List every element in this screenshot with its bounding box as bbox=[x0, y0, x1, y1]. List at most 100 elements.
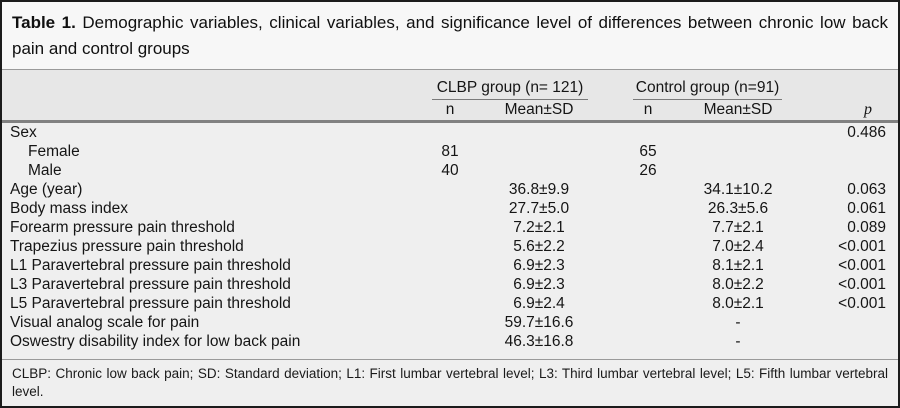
row-label: Visual analog scale for pain bbox=[10, 314, 200, 331]
clbp-mean-sd-value bbox=[470, 142, 608, 161]
control-group-header: Control group (n=91) bbox=[633, 79, 783, 100]
clbp-group-header: CLBP group (n= 121) bbox=[432, 79, 589, 100]
table-caption: Table 1. Demographic variables, clinical… bbox=[2, 2, 898, 70]
clbp-mean-sd-value bbox=[470, 161, 608, 180]
row-label: Male bbox=[28, 162, 62, 179]
control-mean-sd-value: 8.0±2.1 bbox=[712, 295, 764, 312]
p-value bbox=[788, 161, 898, 180]
control-mean-sd-value bbox=[688, 122, 788, 143]
demographics-table: CLBP group (n= 121) Control group (n=91)… bbox=[2, 70, 898, 351]
p-value: 0.063 bbox=[847, 181, 887, 198]
clbp-n-value bbox=[430, 294, 470, 313]
clbp-mean-sd-value: 27.7±5.0 bbox=[508, 200, 570, 217]
table-row: Age (year) 36.8±9.9 34.1±10.2 0.063 bbox=[2, 180, 898, 199]
clbp-n-value bbox=[430, 199, 470, 218]
table-row: Sex 0.486 bbox=[2, 122, 898, 143]
clbp-n-header: n bbox=[430, 100, 470, 123]
row-label: L5 Paravertebral pressure pain threshold bbox=[10, 295, 291, 312]
p-value: <0.001 bbox=[838, 276, 887, 293]
p-value: 0.089 bbox=[847, 219, 887, 236]
row-label: Oswestry disability index for low back p… bbox=[10, 333, 301, 350]
control-mean-sd-value bbox=[688, 142, 788, 161]
control-mean-sd-value: - bbox=[735, 314, 741, 331]
control-mean-sd-value: 8.1±2.1 bbox=[712, 257, 764, 274]
control-n-value bbox=[608, 218, 688, 237]
clbp-n-value: 81 bbox=[441, 143, 459, 160]
empty-subheader-cell bbox=[2, 100, 430, 123]
row-label: Female bbox=[28, 143, 80, 160]
control-mean-sd-value: - bbox=[735, 333, 741, 350]
table-row: Female 81 65 bbox=[2, 142, 898, 161]
table-body: Sex 0.486 Female 81 65 Male 40 26 Age (y… bbox=[2, 122, 898, 352]
control-mean-sd-value: 7.0±2.4 bbox=[712, 238, 764, 255]
control-mean-sd-value: 7.7±2.1 bbox=[712, 219, 764, 236]
clbp-n-value bbox=[430, 180, 470, 199]
control-n-value bbox=[608, 313, 688, 332]
p-value-header: p bbox=[788, 100, 898, 123]
table-row: L3 Paravertebral pressure pain threshold… bbox=[2, 275, 898, 294]
empty-header-cell bbox=[2, 70, 430, 100]
table-footnote: CLBP: Chronic low back pain; SD: Standar… bbox=[2, 359, 898, 405]
clbp-mean-sd-value: 6.9±2.3 bbox=[513, 257, 565, 274]
clbp-n-value bbox=[430, 275, 470, 294]
row-label: Forearm pressure pain threshold bbox=[10, 219, 235, 236]
clbp-n-value: 40 bbox=[441, 162, 459, 179]
row-label: Age (year) bbox=[10, 181, 83, 198]
clbp-n-value bbox=[430, 237, 470, 256]
clbp-mean-sd-value bbox=[470, 122, 608, 143]
p-value: 0.061 bbox=[847, 200, 887, 217]
clbp-mean-sd-header: Mean±SD bbox=[470, 100, 609, 123]
p-value bbox=[788, 313, 898, 332]
control-group-header-cell: Control group (n=91) bbox=[608, 70, 789, 100]
p-value: <0.001 bbox=[838, 295, 887, 312]
clbp-mean-sd-value: 36.8±9.9 bbox=[508, 181, 570, 198]
table-row: Male 40 26 bbox=[2, 161, 898, 180]
control-mean-sd-value: 26.3±5.6 bbox=[707, 200, 769, 217]
clbp-mean-sd-value: 6.9±2.3 bbox=[513, 276, 565, 293]
clbp-mean-sd-value: 6.9±2.4 bbox=[513, 295, 565, 312]
clbp-mean-sd-value: 5.6±2.2 bbox=[513, 238, 565, 255]
table-header: CLBP group (n= 121) Control group (n=91)… bbox=[2, 70, 898, 123]
table-row: Visual analog scale for pain 59.7±16.6 - bbox=[2, 313, 898, 332]
clbp-mean-sd-value: 59.7±16.6 bbox=[504, 314, 574, 331]
table-row: L5 Paravertebral pressure pain threshold… bbox=[2, 294, 898, 313]
table-number-label: Table 1. bbox=[12, 13, 76, 32]
control-n-value: 65 bbox=[639, 143, 657, 160]
control-n-value bbox=[608, 180, 688, 199]
control-n-header: n bbox=[608, 100, 689, 123]
control-mean-sd-value: 34.1±10.2 bbox=[703, 181, 773, 198]
clbp-n-value bbox=[430, 256, 470, 275]
table-caption-text: Demographic variables, clinical variable… bbox=[12, 13, 888, 58]
control-n-value bbox=[608, 294, 688, 313]
row-label: L3 Paravertebral pressure pain threshold bbox=[10, 276, 291, 293]
clbp-mean-sd-value: 46.3±16.8 bbox=[504, 333, 574, 350]
clbp-n-value bbox=[430, 313, 470, 332]
control-mean-sd-value bbox=[688, 161, 788, 180]
table-row: Body mass index 27.7±5.0 26.3±5.6 0.061 bbox=[2, 199, 898, 218]
clbp-n-value bbox=[430, 122, 470, 143]
row-label: Body mass index bbox=[10, 200, 129, 217]
table-row: L1 Paravertebral pressure pain threshold… bbox=[2, 256, 898, 275]
control-mean-sd-value: 8.0±2.2 bbox=[712, 276, 764, 293]
empty-header-cell bbox=[788, 70, 898, 100]
p-value bbox=[788, 332, 898, 351]
control-n-value bbox=[608, 332, 688, 351]
control-n-value bbox=[608, 256, 688, 275]
row-label: L1 Paravertebral pressure pain threshold bbox=[10, 257, 291, 274]
control-n-value bbox=[608, 122, 688, 143]
subheader-row: n Mean±SD n Mean±SD p bbox=[2, 100, 898, 123]
p-value: <0.001 bbox=[838, 257, 887, 274]
table-row: Oswestry disability index for low back p… bbox=[2, 332, 898, 351]
control-n-value: 26 bbox=[639, 162, 657, 179]
clbp-n-value bbox=[430, 332, 470, 351]
clbp-mean-sd-value: 7.2±2.1 bbox=[513, 219, 565, 236]
control-n-value bbox=[608, 275, 688, 294]
control-n-value bbox=[608, 199, 688, 218]
p-value: <0.001 bbox=[838, 238, 887, 255]
p-value bbox=[788, 142, 898, 161]
group-header-row: CLBP group (n= 121) Control group (n=91) bbox=[2, 70, 898, 100]
control-mean-sd-header: Mean±SD bbox=[688, 100, 789, 123]
table-row: Trapezius pressure pain threshold 5.6±2.… bbox=[2, 237, 898, 256]
row-label: Trapezius pressure pain threshold bbox=[10, 238, 244, 255]
